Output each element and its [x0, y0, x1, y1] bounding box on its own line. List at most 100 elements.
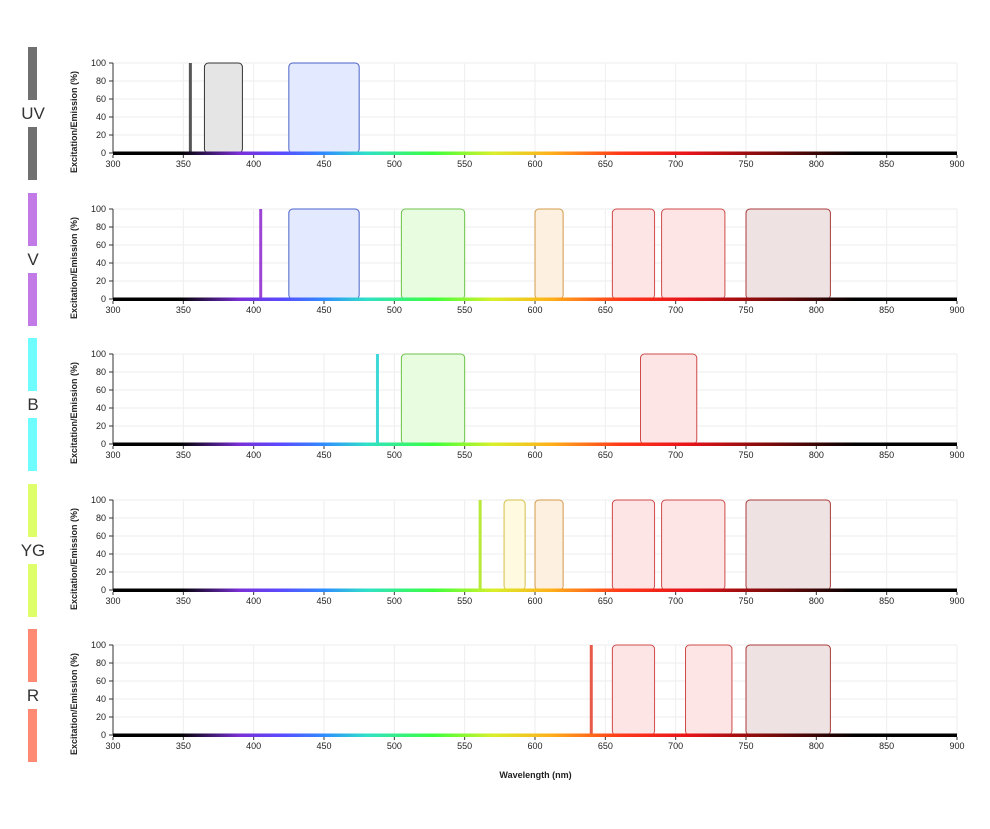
- panel-b: B 0 20 40 60 80 100 300 350 400 450 500 550 600 650 700…: [0, 338, 990, 483]
- x-tick-label: 600: [527, 741, 542, 751]
- x-tick-label: 300: [105, 741, 120, 751]
- x-tick-label: 750: [738, 741, 753, 751]
- x-tick-label: 450: [316, 596, 331, 606]
- x-axis-spectrum: [113, 588, 957, 592]
- spectrum-plot: 0 20 40 60 80 100 300 350 400 450 500 550 600 650 700 7…: [69, 495, 965, 610]
- filter-band: [745, 208, 831, 299]
- spectrum-plot: 0 20 40 60 80 100 300 350 400 450 500 550 600 650 700 7…: [69, 204, 965, 319]
- x-tick-label: 850: [879, 596, 894, 606]
- y-axis-title: Excitation/Emission (%): [69, 216, 79, 318]
- filter-band: [400, 353, 466, 445]
- x-tick-label: 650: [598, 305, 613, 315]
- x-tick-label: 550: [457, 596, 472, 606]
- filter-band: [400, 208, 466, 299]
- panel-uv: UV 0 20 40 60 80 100 300 350 400 450 500 550 600 650 70…: [0, 47, 990, 192]
- laser-color-bar: [28, 483, 37, 537]
- filter-band: [288, 62, 360, 154]
- y-tick-label: 40: [96, 258, 106, 268]
- y-tick-label: 20: [96, 712, 106, 722]
- laser-label: UV: [21, 104, 45, 123]
- x-tick-label: 850: [879, 741, 894, 751]
- spectrum-plot: 0 20 40 60 80 100 300 350 400 450 500 550 600 650 700 7…: [69, 640, 965, 755]
- x-tick-label: 550: [457, 450, 472, 460]
- laser-color-bar: [28, 338, 37, 391]
- filter-band: [534, 208, 564, 299]
- laser-tag: YG: [21, 483, 45, 617]
- x-tick-label: 750: [738, 450, 753, 460]
- filter-band: [203, 62, 243, 154]
- x-tick-label: 850: [879, 305, 894, 315]
- laser-label: R: [26, 686, 40, 705]
- laser-color-bar: [28, 709, 37, 762]
- x-axis-spectrum: [113, 733, 957, 737]
- laser-color-bar: [28, 563, 37, 617]
- x-tick-label: 350: [176, 596, 191, 606]
- x-tick-label: 350: [176, 741, 191, 751]
- y-axis-title: Excitation/Emission (%): [69, 507, 79, 609]
- y-tick-label: 60: [96, 94, 106, 104]
- laser-color-bar: [28, 47, 37, 100]
- spectrum-plot: 0 20 40 60 80 100 300 350 400 450 500 550 600 650 700 7…: [69, 58, 965, 173]
- x-tick-label: 650: [598, 450, 613, 460]
- y-tick-label: 20: [96, 130, 106, 140]
- x-tick-label: 350: [176, 159, 191, 169]
- filter-band: [611, 208, 656, 299]
- x-tick-label: 900: [949, 596, 964, 606]
- y-tick-label: 80: [96, 222, 106, 232]
- laser-tag: R: [27, 629, 39, 762]
- y-tick-label: 0: [101, 439, 106, 449]
- x-axis-title: Wavelength (nm): [499, 770, 572, 780]
- x-tick-label: 350: [176, 450, 191, 460]
- y-tick-label: 80: [96, 658, 106, 668]
- x-tick-label: 800: [809, 450, 824, 460]
- filter-band: [611, 644, 656, 736]
- x-tick-label: 500: [387, 450, 402, 460]
- x-tick-label: 850: [879, 450, 894, 460]
- filter-band: [534, 499, 564, 590]
- x-tick-label: 700: [668, 450, 683, 460]
- x-tick-label: 550: [457, 305, 472, 315]
- laser-color-bar: [28, 127, 37, 180]
- x-tick-label: 750: [738, 596, 753, 606]
- x-tick-label: 600: [527, 159, 542, 169]
- x-tick-label: 550: [457, 159, 472, 169]
- y-tick-label: 100: [91, 349, 106, 359]
- x-tick-label: 500: [387, 596, 402, 606]
- filter-band: [288, 208, 360, 299]
- y-tick-label: 20: [96, 567, 106, 577]
- filter-band: [661, 499, 726, 590]
- laser-label: YG: [20, 540, 46, 560]
- x-tick-label: 300: [105, 450, 120, 460]
- x-tick-label: 800: [809, 159, 824, 169]
- x-tick-label: 300: [105, 305, 120, 315]
- x-tick-label: 500: [387, 159, 402, 169]
- x-axis-spectrum: [113, 151, 957, 155]
- y-tick-label: 0: [101, 585, 106, 595]
- filter-band: [611, 499, 656, 590]
- laser-label: B: [27, 395, 39, 414]
- panel-v: V 0 20 40 60 80 100 300 350 400 450 500 550 600 650 700…: [0, 192, 990, 338]
- x-tick-label: 650: [598, 596, 613, 606]
- y-axis-title: Excitation/Emission (%): [69, 71, 79, 173]
- y-tick-label: 60: [96, 676, 106, 686]
- x-tick-label: 400: [246, 305, 261, 315]
- y-tick-label: 60: [96, 385, 106, 395]
- x-axis-spectrum: [113, 442, 957, 446]
- x-tick-label: 850: [879, 159, 894, 169]
- x-tick-label: 900: [949, 159, 964, 169]
- laser-color-bar: [28, 629, 37, 682]
- x-tick-label: 300: [105, 596, 120, 606]
- panel-yg: YG 0 20 40 60 80 100 300 350 400 450 500 550 600 650 70…: [0, 483, 990, 629]
- spectrum-plot: 0 20 40 60 80 100 300 350 400 450 500 550 600 650 700 7…: [69, 349, 965, 464]
- x-tick-label: 400: [246, 741, 261, 751]
- laser-tag: UV: [21, 47, 45, 180]
- y-tick-label: 0: [101, 148, 106, 158]
- filter-band: [685, 644, 733, 736]
- filter-band: [661, 208, 726, 299]
- y-tick-label: 80: [96, 76, 106, 86]
- x-tick-label: 600: [527, 305, 542, 315]
- x-tick-label: 350: [176, 305, 191, 315]
- y-tick-label: 100: [91, 640, 106, 650]
- x-tick-label: 700: [668, 741, 683, 751]
- x-tick-label: 600: [527, 450, 542, 460]
